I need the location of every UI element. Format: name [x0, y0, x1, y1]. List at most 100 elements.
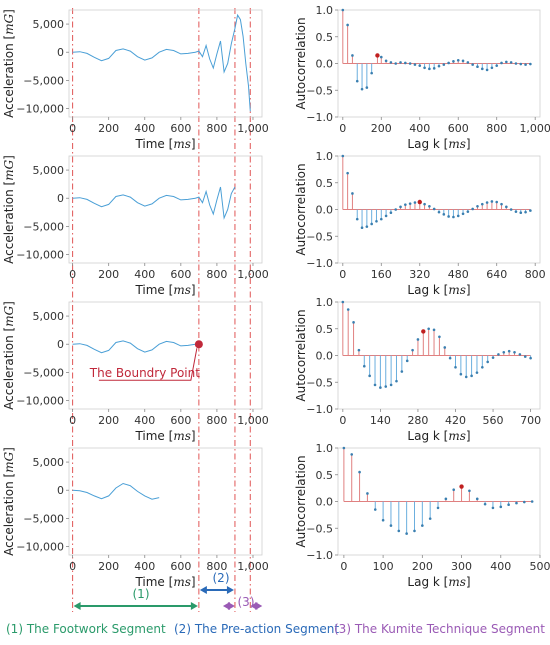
stem-marker — [502, 351, 505, 354]
stem-marker — [523, 501, 526, 504]
stem-marker — [531, 500, 534, 503]
y-tick-label: 0.0 — [316, 58, 334, 71]
y-tick-label: 0 — [57, 484, 64, 497]
stem-marker — [445, 498, 448, 501]
stem-marker — [476, 498, 479, 501]
stem-marker — [343, 447, 346, 450]
plot-frame — [69, 10, 262, 117]
x-tick-label: 0 — [339, 122, 346, 135]
x-tick-label: 200 — [98, 560, 119, 573]
y-axis-label: Autocorrelation — [294, 455, 308, 547]
stem-marker — [342, 155, 345, 158]
stem-marker — [384, 385, 387, 388]
y-tick-label: −0.5 — [306, 84, 333, 97]
x-tick-label: 200 — [98, 414, 119, 427]
stem-marker — [476, 205, 479, 208]
x-tick-label: 800 — [486, 122, 507, 135]
x-axis-label: Lag k [ms] — [407, 283, 470, 297]
stem-marker — [390, 61, 393, 64]
stem-marker — [351, 192, 354, 195]
x-tick-label: 0 — [339, 414, 346, 427]
stem-marker — [524, 355, 527, 358]
x-tick-label: 0 — [69, 560, 76, 573]
x-tick-label: 300 — [451, 560, 472, 573]
plot-frame — [69, 448, 262, 555]
stem-marker — [447, 215, 450, 218]
arrow-head-right — [227, 586, 234, 594]
stem-marker — [519, 63, 522, 66]
x-axis-label: Lag k [ms] — [407, 575, 470, 589]
arrow-head-right — [191, 602, 198, 610]
arrow-head-left — [200, 586, 207, 594]
y-tick-label: −0.5 — [306, 230, 333, 243]
stem-marker — [491, 66, 494, 69]
x-tick-label: 200 — [98, 268, 119, 281]
stem-marker — [467, 61, 470, 64]
x-tick-label: 500 — [530, 560, 550, 573]
x-tick-label: 1,000 — [519, 122, 550, 135]
x-tick-label: 200 — [98, 122, 119, 135]
stem-marker — [497, 353, 500, 356]
x-tick-label: 1,000 — [237, 122, 269, 135]
stem-marker — [524, 63, 527, 66]
x-tick-label: 160 — [371, 268, 392, 281]
y-axis-label: Autocorrelation — [294, 163, 308, 255]
stem-marker — [524, 211, 527, 214]
stem-marker — [443, 213, 446, 216]
stem-marker — [399, 206, 402, 209]
stem-marker — [467, 210, 470, 213]
stem-marker — [366, 86, 369, 89]
stem-marker — [505, 61, 508, 64]
y-tick-label: 0.0 — [316, 350, 334, 363]
stem-marker — [437, 507, 440, 510]
seg2-label: (2) The Pre-action Segment — [174, 622, 339, 636]
stem-marker — [433, 67, 436, 70]
x-tick-label: 400 — [134, 122, 155, 135]
stem-marker — [379, 386, 382, 389]
stem-marker — [418, 64, 421, 67]
stem-marker — [468, 490, 471, 493]
stem-marker — [358, 349, 361, 352]
arrow-head-right — [228, 602, 235, 610]
stem-marker — [385, 215, 388, 218]
stem-marker — [510, 61, 513, 64]
stem-marker — [370, 72, 373, 75]
stem-marker — [356, 218, 359, 221]
x-tick-label: 400 — [134, 414, 155, 427]
x-tick-label: 0 — [339, 268, 346, 281]
stem-marker — [454, 366, 457, 369]
peak-marker — [421, 329, 425, 333]
stem-marker — [457, 215, 460, 218]
y-axis-label: Acceleration [mG] — [2, 9, 16, 118]
y-tick-label: 1.0 — [316, 296, 334, 309]
stem-marker — [476, 65, 479, 68]
stem-marker — [394, 208, 397, 211]
x-tick-label: 1,000 — [237, 560, 269, 573]
y-tick-label: −10,000 — [16, 103, 64, 116]
stem-marker — [443, 63, 446, 66]
seg2-arrow — [200, 586, 234, 594]
stem-marker — [471, 208, 474, 211]
seg3-label: (3) The Kumite Technique Segment — [334, 622, 545, 636]
stem-marker — [423, 203, 426, 206]
stem-marker — [382, 519, 385, 522]
x-tick-label: 200 — [371, 122, 392, 135]
stem-marker — [452, 488, 455, 491]
y-tick-label: −10,000 — [16, 541, 64, 554]
stem-marker — [427, 327, 430, 330]
x-tick-label: 560 — [483, 414, 504, 427]
y-tick-label: −5,000 — [23, 366, 64, 379]
stem-marker — [491, 200, 494, 203]
stem-marker — [481, 203, 484, 206]
stem-marker — [438, 335, 441, 338]
y-tick-label: 1.0 — [316, 442, 334, 455]
stem-marker — [429, 517, 432, 520]
stem-marker — [460, 373, 463, 376]
